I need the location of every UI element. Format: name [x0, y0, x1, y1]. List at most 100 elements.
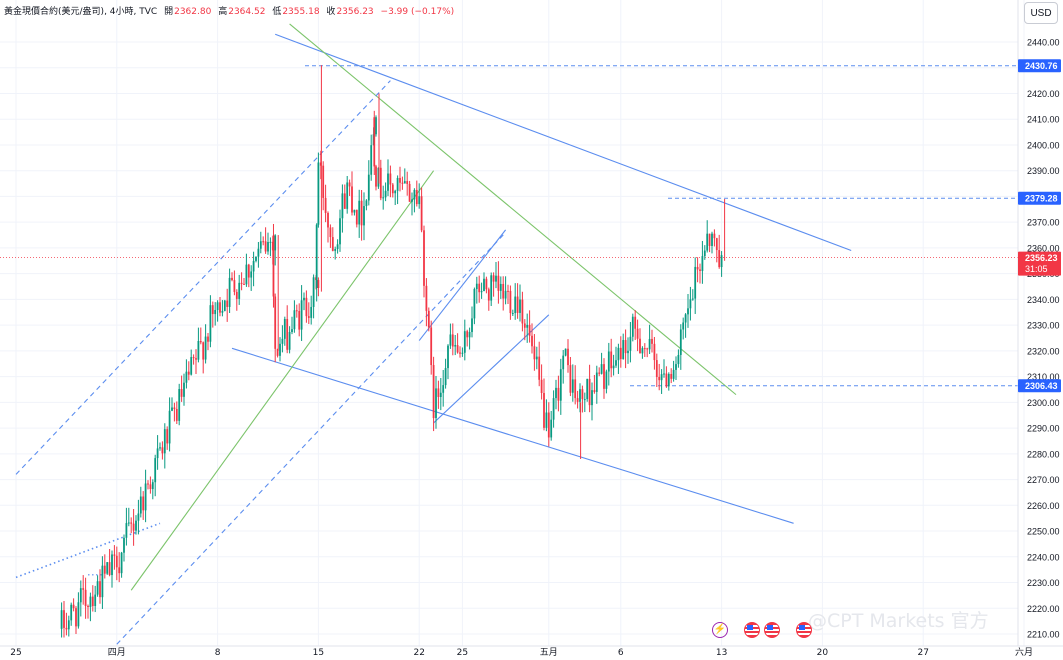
candle-body [595, 372, 598, 392]
candle-body [214, 310, 217, 315]
candle-body [339, 218, 341, 245]
candle-body [576, 398, 579, 402]
candle-body [240, 282, 243, 284]
candle-body [252, 260, 255, 272]
candle-body [720, 255, 723, 268]
time-axis[interactable]: 25 四月 8 15 22 25 五月 6 13 20 27 六月 [0, 645, 1063, 658]
candle-body [564, 348, 567, 356]
candle-body [187, 371, 190, 375]
candle-body [106, 562, 109, 574]
candle-body [382, 197, 385, 199]
candle-body [631, 316, 634, 337]
candle-body [442, 385, 445, 393]
candle-body [703, 250, 706, 257]
candle-body [432, 365, 435, 419]
candle-body [108, 562, 111, 576]
us-flag-event-icon[interactable] [744, 622, 760, 638]
green-trendline [130, 170, 435, 591]
candle-body [456, 345, 459, 353]
close-label: 收 [326, 7, 336, 17]
candle-body [99, 581, 101, 598]
candle-body [655, 360, 658, 377]
candle-body [365, 200, 368, 207]
candle-body [711, 233, 713, 246]
candle-body [300, 300, 303, 330]
candle-body [77, 602, 80, 627]
candle-body [82, 588, 85, 590]
candle-body [423, 230, 425, 286]
candle-body [199, 341, 202, 343]
price-tick-label: 2250.00 [1027, 527, 1060, 537]
price-tick-label: 2280.00 [1027, 449, 1060, 459]
candle-body [526, 324, 529, 328]
candle-body [694, 266, 697, 299]
candle-body [468, 332, 471, 338]
us-flag-event-icon[interactable] [796, 622, 812, 638]
candle-body [346, 182, 349, 209]
candle-body [571, 379, 574, 393]
dividend-flash-icon[interactable]: ⚡ [712, 622, 728, 638]
candle-body [283, 318, 286, 339]
candle-body [163, 429, 166, 454]
candle-body [91, 596, 94, 607]
candle-body [183, 382, 185, 397]
candle-body [358, 200, 361, 225]
us-flag-event-icon[interactable] [764, 622, 780, 638]
candle-body [598, 372, 601, 374]
candle-body [531, 335, 533, 347]
candle-body [603, 364, 605, 389]
candle-body [629, 336, 632, 351]
currency-button[interactable]: USD [1024, 2, 1058, 24]
countdown-label: 31:05 [1025, 264, 1048, 274]
candle-body [147, 483, 149, 485]
price-tick-label: 2360.00 [1027, 243, 1060, 253]
candle-body [331, 237, 334, 251]
level-price-tag [1018, 59, 1061, 73]
candle-body [319, 162, 322, 166]
symbol-name[interactable]: 黃金現價合約(美元/盎司) [4, 7, 105, 17]
candle-body [103, 565, 106, 574]
candle-body [137, 513, 140, 521]
candle-body [243, 283, 245, 285]
candle-body [363, 206, 365, 226]
price-tick-label: 2230.00 [1027, 578, 1060, 588]
candle-body [475, 283, 478, 290]
candle-body [207, 336, 209, 342]
high-value: 2364.52 [228, 7, 266, 17]
price-tick-label: 2420.00 [1027, 89, 1060, 99]
candle-body [569, 365, 572, 393]
candle-body [310, 306, 313, 318]
candle-body [274, 235, 277, 251]
candle-body [228, 277, 231, 307]
chart-legend: 黃金現價合約(美元/盎司), 4小時, TVC 開2362.80 高2364.5… [4, 7, 455, 17]
low-value: 2355.18 [282, 7, 320, 17]
candle-body [521, 299, 524, 324]
price-tick-label: 2370.00 [1027, 218, 1060, 228]
candle-body [293, 310, 296, 330]
candle-body [387, 173, 389, 191]
candle-body [687, 308, 689, 315]
candle-body [507, 290, 509, 292]
candle-body [713, 233, 716, 239]
candle-body [499, 283, 502, 291]
candle-body [65, 627, 68, 630]
candle-body [408, 183, 411, 202]
candle-body [547, 412, 550, 438]
candle-body [286, 318, 289, 350]
candle-body [682, 322, 685, 330]
blue-trendline [231, 347, 794, 524]
candle-body [185, 371, 188, 383]
candle-body [463, 331, 466, 353]
candle-body [250, 271, 253, 278]
candle-body [667, 373, 670, 387]
candle-body [329, 227, 332, 238]
price-tick-label: 2210.00 [1027, 630, 1060, 640]
price-tick-label: 2440.00 [1027, 38, 1060, 48]
candle-body [139, 496, 142, 514]
candle-body [430, 327, 433, 366]
interval-label[interactable]: 4小時 [109, 7, 134, 17]
price-tick-label: 2270.00 [1027, 475, 1060, 485]
candle-body [675, 364, 677, 370]
price-tick-label: 2310.00 [1027, 372, 1060, 382]
